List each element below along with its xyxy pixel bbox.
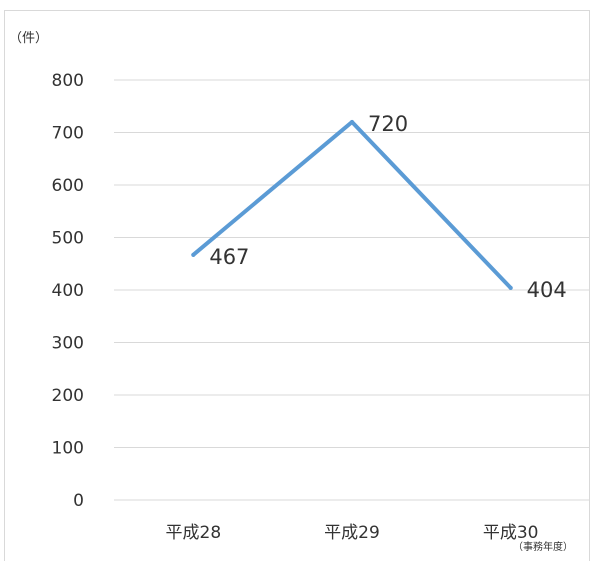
y-tick-label: 300 bbox=[52, 334, 84, 354]
data-label: 404 bbox=[527, 278, 567, 302]
y-tick-label: 200 bbox=[52, 386, 84, 406]
data-label: 720 bbox=[368, 112, 408, 136]
y-axis-unit-label: （件） bbox=[9, 31, 48, 46]
data-labels: 467 720 404 bbox=[209, 112, 566, 302]
x-category-label: 平成30 bbox=[483, 523, 539, 543]
data-label: 467 bbox=[209, 245, 249, 269]
y-tick-label: 600 bbox=[52, 176, 84, 196]
data-point bbox=[350, 120, 354, 124]
x-category-label: 平成28 bbox=[166, 523, 222, 543]
y-tick-labels: 0 100 200 300 400 500 600 700 800 bbox=[52, 71, 84, 511]
y-tick-label: 100 bbox=[52, 439, 84, 459]
x-axis-note: （事務年度） bbox=[513, 540, 573, 553]
gridlines bbox=[114, 79, 590, 501]
y-tick-label: 400 bbox=[52, 281, 84, 301]
data-point bbox=[191, 252, 196, 257]
x-category-labels: 平成28 平成29 平成30 bbox=[166, 523, 539, 543]
y-tick-label: 500 bbox=[52, 229, 84, 249]
y-tick-label: 0 bbox=[73, 491, 84, 511]
y-tick-label: 800 bbox=[52, 71, 84, 91]
y-tick-label: 700 bbox=[52, 124, 84, 144]
x-category-label: 平成29 bbox=[324, 523, 380, 543]
series-layer bbox=[191, 120, 513, 290]
chart-frame bbox=[4, 10, 590, 561]
data-point bbox=[508, 285, 513, 290]
